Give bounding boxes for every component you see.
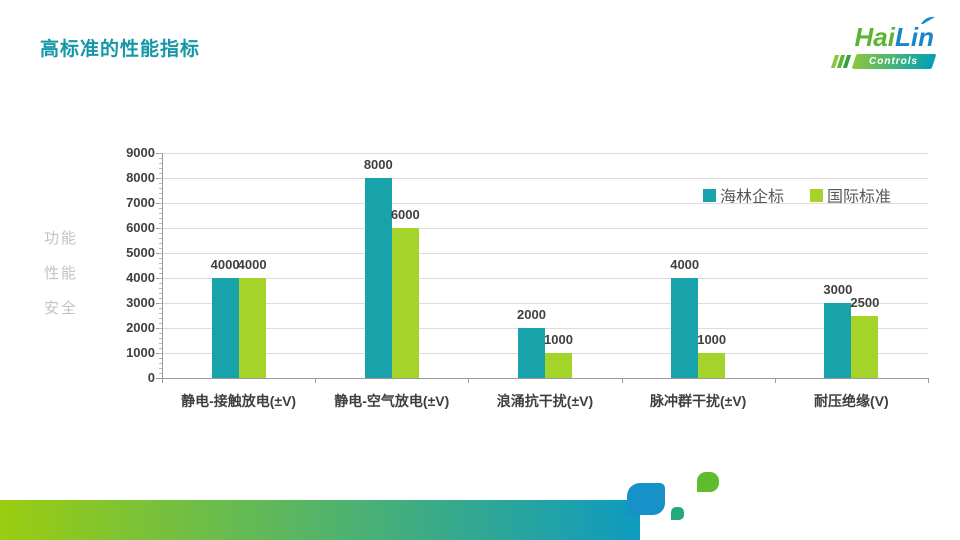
hailin-logo: HaiLin Controls <box>822 14 937 76</box>
bar-value-label: 3000 <box>823 282 853 297</box>
footer-gradient-bar <box>0 500 640 540</box>
legend-swatch-icon <box>703 188 716 202</box>
y-axis-title-line: 功能 <box>44 230 79 247</box>
bar-intl <box>851 315 879 378</box>
bar-chart: 功能性能安全 海林企标 国际标准 0 1000 2000 3000 4000 5000 600… <box>44 145 929 409</box>
chart-legend: 海林企标 国际标准 <box>703 183 891 207</box>
y-axis-tick-label: 0 <box>147 370 155 385</box>
bar-intl <box>545 353 572 378</box>
legend-item: 国际标准 <box>810 183 891 207</box>
legend-item: 海林企标 <box>703 183 784 207</box>
y-axis-title-line: 性能 <box>44 265 79 282</box>
bar-intl <box>238 278 266 378</box>
gridline <box>162 178 928 179</box>
category-label: 脉冲群干扰(±V) <box>650 393 747 409</box>
footer-blue-leaf-shape <box>627 483 665 515</box>
gridline <box>162 303 928 304</box>
bar-value-label: 1000 <box>544 332 573 347</box>
x-axis-tick <box>621 378 623 383</box>
y-axis-minor-ticks <box>159 153 162 378</box>
gridline <box>162 153 928 154</box>
legend-label: 国际标准 <box>827 189 892 206</box>
bar-value-label: 8000 <box>363 157 393 172</box>
y-axis-tick-label: 9000 <box>126 145 155 160</box>
y-axis-title: 功能 性能 安全 <box>44 221 78 326</box>
bar-value-label: 4000 <box>670 257 700 272</box>
bar-intl <box>391 228 419 378</box>
y-axis-tick-label: 3000 <box>126 295 155 310</box>
footer-green-leaf-shape <box>697 472 719 492</box>
y-axis-tick-label: 1000 <box>126 345 155 360</box>
bar-value-label: 6000 <box>390 207 420 222</box>
bar-hailin <box>671 278 699 378</box>
y-axis-title-line: 安全 <box>44 300 79 317</box>
y-axis-tick-label: 6000 <box>126 220 155 235</box>
category-label: 静电-空气放电(±V) <box>334 393 450 409</box>
gridline <box>162 253 928 254</box>
bar-value-label: 2500 <box>850 294 880 310</box>
leaf-icon <box>921 16 935 24</box>
y-axis-tick-label: 4000 <box>126 270 155 285</box>
gridline <box>162 228 928 229</box>
footer-teal-leaf-shape <box>671 507 684 520</box>
gridline <box>162 203 928 204</box>
logo-text-hai: Hai <box>854 22 895 52</box>
x-axis-tick <box>928 378 929 383</box>
bar-hailin <box>364 178 392 378</box>
x-axis-tick <box>162 378 163 383</box>
x-axis-tick <box>774 378 776 383</box>
bar-value-label: 4000 <box>237 257 267 272</box>
bar-value-label: 1000 <box>697 332 727 347</box>
page-title: 高标准的性能指标 <box>40 39 201 60</box>
x-axis-tick <box>315 378 317 383</box>
gridline <box>162 328 928 329</box>
x-axis-tick <box>468 378 470 383</box>
y-axis-tick <box>156 378 162 379</box>
y-axis-tick-label: 2000 <box>126 320 155 335</box>
bar-value-label: 2000 <box>517 307 546 322</box>
logo-text-lin: Lin <box>895 22 934 52</box>
y-axis-tick-label: 7000 <box>126 195 155 210</box>
bar-hailin <box>518 328 545 378</box>
bar-intl <box>698 353 726 378</box>
bar-value-label: 4000 <box>210 257 240 272</box>
logo-wordmark: HaiLin <box>854 16 935 53</box>
legend-label: 海林企标 <box>720 189 785 206</box>
legend-swatch-icon <box>810 188 824 202</box>
gridline <box>162 278 928 279</box>
y-axis-line <box>162 153 163 378</box>
bar-hailin <box>824 303 852 378</box>
category-label: 静电-接触放电(±V) <box>181 393 297 409</box>
y-axis-tick-label: 8000 <box>126 170 155 185</box>
y-axis-tick-label: 5000 <box>126 245 155 260</box>
x-axis-line <box>162 378 928 379</box>
category-label: 浪涌抗干扰(±V) <box>496 393 594 409</box>
category-label: 耐压绝缘(V) <box>814 393 889 409</box>
bar-hailin <box>211 278 239 378</box>
